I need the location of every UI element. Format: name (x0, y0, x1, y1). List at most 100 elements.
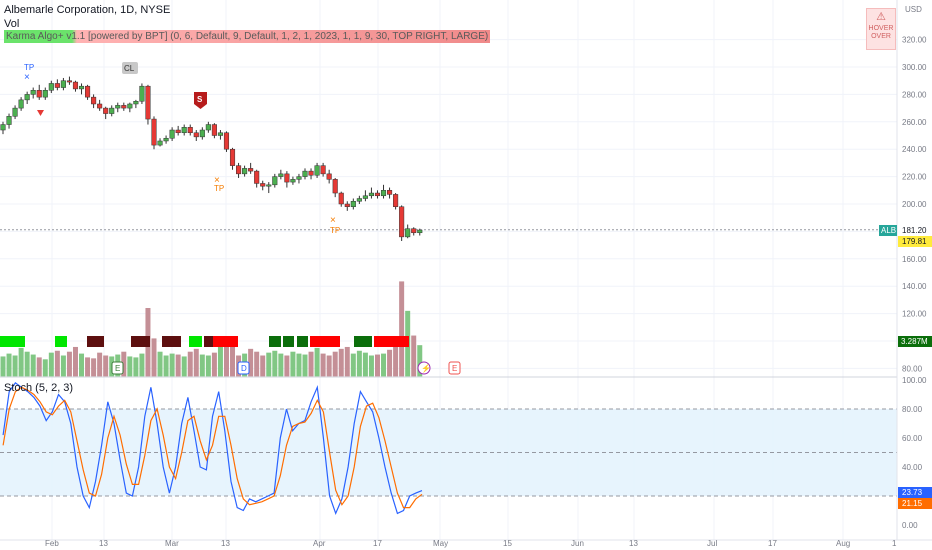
volume-bar (223, 342, 229, 377)
volume-bar (42, 359, 48, 377)
candle (85, 85, 91, 98)
candle (151, 118, 157, 146)
indicator-label[interactable]: Karma Algo+ v1.1 [powered by BPT] (0, 6,… (4, 30, 491, 43)
signal-segment (162, 336, 181, 347)
volume-bar (169, 353, 175, 377)
volume-bar (30, 354, 36, 377)
volume-bar (12, 355, 18, 377)
signal-segment (55, 336, 67, 347)
stoch-tick-label: 80.00 (902, 405, 923, 414)
price-tick-label: 140.00 (902, 282, 927, 291)
signal-segment (310, 336, 340, 347)
volume-bar (66, 351, 72, 377)
hover-over-badge[interactable]: ⚠ HOVER OVER (866, 8, 896, 50)
candle (54, 83, 60, 88)
candle (284, 173, 290, 183)
volume-bar (338, 348, 344, 377)
volume-bar (187, 351, 193, 377)
volume-tag (898, 336, 932, 347)
volume-bar (54, 350, 60, 377)
candle (36, 90, 42, 98)
volume-bar (205, 355, 211, 377)
candle (350, 201, 356, 207)
event-marker-label: E (452, 364, 457, 373)
volume-bar (85, 357, 91, 377)
volume-bar (97, 352, 103, 377)
lightning-glyph: ⚡ (421, 363, 431, 373)
stoch-k-tag (898, 487, 932, 498)
tp-marker-label: TP (24, 63, 34, 72)
last-price-2-label: 179.81 (902, 237, 927, 246)
tp-marker-label: TP (214, 184, 224, 193)
lightning-icon (417, 361, 431, 375)
currency-label: USD (905, 5, 922, 14)
volume-bar (217, 346, 223, 377)
event-badge (237, 361, 250, 375)
volume-bar (175, 354, 181, 377)
volume-bar (199, 354, 205, 377)
price-tick-label: 120.00 (902, 310, 927, 319)
stoch-label[interactable]: Stoch (5, 2, 3) (4, 382, 74, 394)
volume-bar (91, 358, 97, 377)
candle (290, 179, 296, 183)
stoch-d-label: 21.15 (902, 499, 923, 508)
candle (72, 81, 79, 90)
volume-bar (266, 352, 272, 377)
volume-bar (272, 350, 278, 377)
volume-bar (48, 352, 54, 377)
price-tick-label: 80.00 (902, 364, 923, 373)
candle (374, 192, 381, 197)
tp-cross: × (330, 215, 336, 226)
volume-bar (356, 350, 362, 377)
candle (66, 80, 72, 83)
candle (91, 96, 97, 105)
candle (109, 107, 115, 114)
price-tick-label: 200.00 (902, 200, 927, 209)
candle (356, 198, 362, 202)
time-tick-label: May (433, 539, 448, 548)
stoch-d-tag (898, 498, 932, 509)
volume-bar (181, 356, 187, 377)
volume-bar (211, 352, 217, 377)
candle (187, 127, 193, 134)
price-tick-label: 300.00 (902, 63, 927, 72)
signal-segment (269, 336, 281, 347)
down-arrow-icon (37, 110, 44, 116)
candle (12, 107, 18, 117)
candle (332, 179, 338, 194)
signal-segment (297, 336, 308, 347)
volume-label[interactable]: Vol (4, 18, 20, 30)
volume-bar (290, 351, 296, 377)
last-price-tag (898, 225, 932, 236)
candle (387, 190, 393, 195)
candle (236, 165, 242, 175)
volume-value-label: 3.287M (901, 337, 928, 346)
candle (302, 170, 308, 177)
candle (157, 140, 163, 146)
volume-bar (260, 355, 266, 377)
volume-bar (362, 352, 368, 377)
candle (199, 129, 205, 138)
time-tick-label: 13 (221, 539, 230, 548)
volume-bar (320, 353, 326, 377)
candle (193, 132, 199, 138)
volume-bar (151, 338, 157, 377)
time-tick-label: 15 (503, 539, 512, 548)
candle (181, 127, 187, 134)
candle (139, 85, 145, 102)
volume-bar (230, 345, 236, 377)
time-tick-label: 1 (892, 539, 897, 548)
volume-bar (24, 351, 30, 377)
candle (205, 124, 211, 131)
candle (266, 184, 272, 187)
candle (48, 83, 54, 91)
symbol-title[interactable]: Albemarle Corporation, 1D, NYSE (4, 4, 171, 16)
time-tick-label: 13 (99, 539, 108, 548)
volume-bar (139, 353, 145, 377)
event-badge (448, 361, 461, 375)
cl-marker-label: CL (124, 64, 135, 73)
volume-bar (344, 346, 350, 377)
candle (320, 165, 326, 175)
